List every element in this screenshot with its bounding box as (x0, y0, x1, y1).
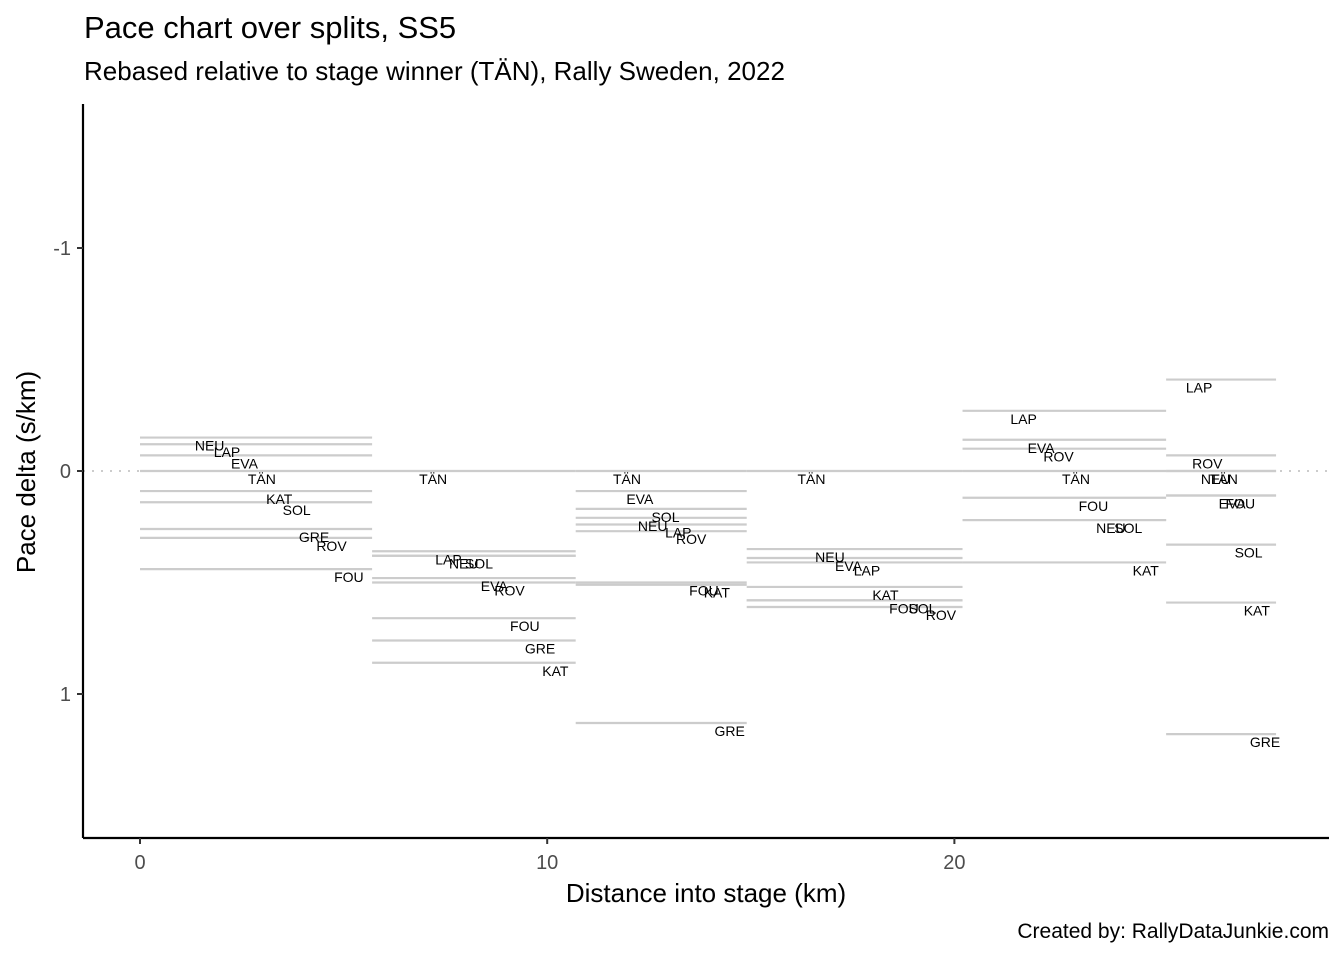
pace-label-neu-split-4: NEU (815, 549, 845, 565)
pace-label-kat-split-5: KAT (1133, 562, 1160, 578)
pace-label-rov-split-2: ROV (494, 583, 525, 599)
pace-label-sol-split-6: SOL (1235, 545, 1263, 561)
chart-subtitle: Rebased relative to stage winner (TÄN), … (84, 56, 785, 86)
y-tick-label: 0 (60, 461, 71, 483)
pace-label-tän-split-2: TÄN (419, 471, 447, 487)
pace-label-rov-split-6: ROV (1192, 455, 1223, 471)
pace-label-gre-split-6: GRE (1250, 734, 1280, 750)
pace-label-kat-split-6: KAT (1244, 603, 1271, 619)
pace-label-lap-split-2: LAP (435, 551, 461, 567)
pace-label-eva-split-1: EVA (231, 455, 259, 471)
pace-label-lap-split-3: LAP (665, 525, 691, 541)
pace-label-lap-split-5: LAP (1010, 411, 1036, 427)
pace-label-tän-split-5: TÄN (1062, 471, 1090, 487)
pace-label-fou-split-1: FOU (334, 569, 364, 585)
pace-label-rov-split-3: ROV (676, 531, 707, 547)
pace-label-rov-split-4: ROV (926, 607, 957, 623)
y-tick-label: 1 (60, 684, 71, 706)
chart-title: Pace chart over splits, SS5 (84, 10, 457, 45)
pace-label-kat-split-4: KAT (872, 587, 899, 603)
pace-label-tän-split-3: TÄN (613, 471, 641, 487)
pace-label-fou-split-2: FOU (510, 618, 540, 634)
pace-label-sol-split-4: SOL (908, 600, 936, 616)
pace-label-eva-split-2: EVA (481, 578, 509, 594)
pace-label-rov-split-1: ROV (316, 538, 347, 554)
pace-label-kat-split-2: KAT (542, 663, 569, 679)
pace-label-sol-split-5: SOL (1114, 520, 1142, 536)
pace-label-gre-split-1: GRE (299, 529, 329, 545)
pace-label-sol-split-3: SOL (651, 509, 679, 525)
pace-label-eva-split-5: EVA (1028, 440, 1056, 456)
x-tick-label: 10 (536, 852, 558, 874)
pace-label-tän-split-4: TÄN (797, 471, 825, 487)
pace-label-eva-split-6: EVA (1219, 496, 1247, 512)
pace-label-neu-split-2: NEU (449, 556, 479, 572)
pace-label-fou-split-3: FOU (689, 583, 719, 599)
pace-label-neu-split-6: NEU (1201, 471, 1231, 487)
pace-label-fou-split-5: FOU (1079, 498, 1109, 514)
pace-label-lap-split-6: LAP (1186, 380, 1212, 396)
pace-label-tän-split-1: TÄN (248, 471, 276, 487)
pace-label-gre-split-2: GRE (525, 640, 555, 656)
pace-label-fou-split-6: FOU (1226, 496, 1256, 512)
pace-label-sol-split-1: SOL (283, 502, 311, 518)
pace-label-gre-split-3: GRE (714, 723, 744, 739)
x-tick-label: 0 (134, 852, 145, 874)
pace-label-eva-split-4: EVA (835, 558, 863, 574)
x-axis-title: Distance into stage (km) (566, 878, 846, 908)
pace-label-lap-split-4: LAP (854, 562, 880, 578)
pace-label-fou-split-4: FOU (889, 600, 919, 616)
y-axis-title: Pace delta (s/km) (11, 371, 41, 573)
pace-label-neu-split-1: NEU (195, 438, 225, 454)
pace-label-sol-split-2: SOL (465, 556, 493, 572)
pace-label-neu-split-3: NEU (638, 518, 668, 534)
x-tick-label: 20 (943, 852, 965, 874)
pace-label-tän-split-6: TÄN (1210, 471, 1238, 487)
pace-label-kat-split-3: KAT (704, 585, 731, 601)
pace-label-neu-split-5: NEU (1096, 520, 1126, 536)
pace-label-kat-split-1: KAT (266, 491, 293, 507)
y-tick-label: -1 (53, 238, 71, 260)
pace-label-lap-split-1: LAP (214, 444, 240, 460)
pace-label-rov-split-5: ROV (1043, 449, 1074, 465)
chart-caption: Created by: RallyDataJunkie.com (1017, 920, 1329, 943)
pace-label-eva-split-3: EVA (626, 491, 654, 507)
